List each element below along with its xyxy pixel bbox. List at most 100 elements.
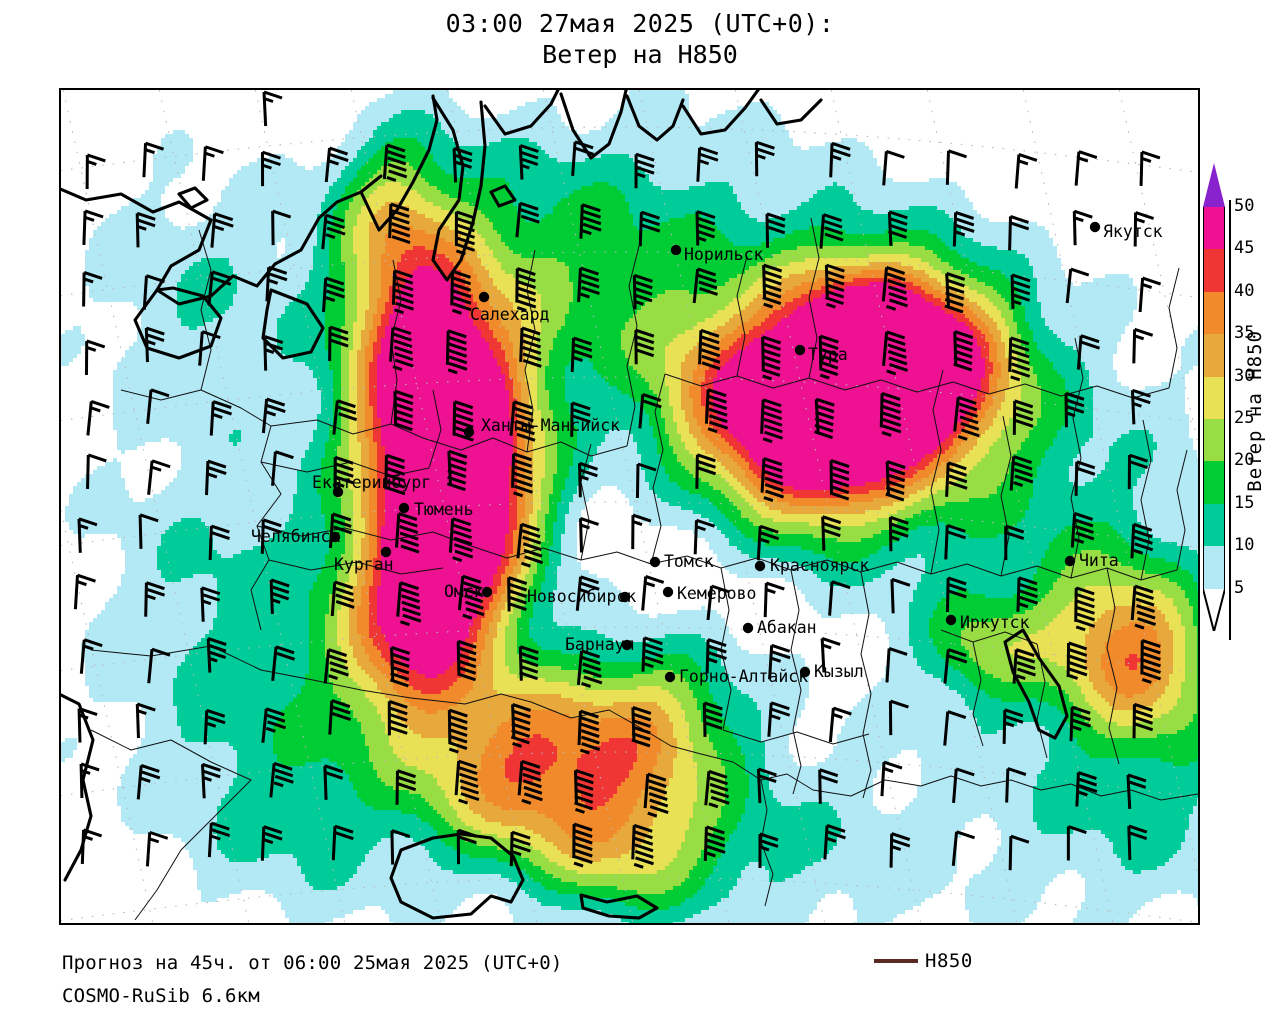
colorbar-tick-20: 20 [1234,450,1255,471]
city-marker [799,666,811,678]
city-label: Красноярск [770,556,869,575]
wind-barb [829,141,851,178]
wind-barb [765,212,786,248]
wind-barb [1074,460,1096,496]
city-label: Горно-Алтайск [679,667,808,686]
wind-barb [944,272,966,314]
city-16: Иркутск [945,613,1030,632]
admin-border-30 [880,379,1170,399]
colorbar-tick-50: 50 [1234,196,1255,216]
wind-barb [944,523,966,560]
coastline-8 [759,98,823,126]
admin-border-24 [1070,337,1084,579]
wind-barb [579,203,602,239]
city-marker [621,639,633,651]
wind-barb [695,453,717,489]
wind-barb [324,146,349,183]
wind-barb [704,388,729,434]
colorbar-axis [1229,200,1231,640]
wind-barb [814,397,835,440]
wind-barb [452,400,474,442]
city-label: Тура [808,345,848,364]
wind-barb [577,266,600,303]
fill-band-15 [273,138,1198,910]
admin-border-31 [722,729,870,745]
wind-barb [1139,150,1161,186]
wind-barb [1130,522,1154,559]
wind-barb [1130,388,1151,425]
wind-barb [395,769,417,805]
wind-barb [457,574,485,620]
admin-border-29 [808,217,820,379]
wind-barb [758,832,779,868]
wind-barb [452,147,473,183]
wind-barb [516,522,544,568]
wind-barb [945,149,967,185]
wind-barb [823,824,846,860]
wind-barb [641,575,665,611]
wind-barb [643,772,669,818]
admin-border-25 [1140,419,1152,581]
title-variable: Ветер на H850 [542,40,738,69]
wind-barb [634,328,655,365]
city-marker [754,560,766,572]
wind-barb [820,637,841,673]
admin-border-1 [90,729,252,921]
city-label: Ханты-Мансийск [481,416,620,435]
city-label: Челябинск [251,527,340,546]
wind-barb [1140,639,1162,684]
coastline-layer [61,90,1069,920]
wind-barb [207,270,232,306]
wind-barb [821,515,842,551]
wind-barb [271,450,294,486]
coastline-6 [625,94,685,142]
wind-barb [450,269,472,315]
wind-barb [262,90,283,127]
coastline-15 [489,184,517,208]
wind-barb [323,764,344,800]
admin-border-33 [862,733,872,799]
admin-border-26 [626,245,640,447]
wind-barb [515,201,540,238]
colorbar-tick-40: 40 [1234,280,1255,301]
city-label: Новосибирск [527,587,636,606]
city-0: Якутск [1089,221,1163,241]
wind-barb [85,153,106,189]
city-label: Кемерово [677,584,756,603]
city-marker [670,244,682,256]
wind-barb [145,830,169,867]
wind-barb [445,329,468,375]
wind-barb [456,639,477,682]
wind-barb [73,573,96,610]
wind-barb [86,400,110,436]
admin-border-28 [736,255,748,377]
wind-barb [517,759,543,805]
page-title: 03:00 27мая 2025 (UTC+0): Ветер на H850 [0,8,1280,70]
city-label: Иркутск [960,613,1030,632]
wind-barb [387,699,408,736]
city-14: Кемерово [662,584,756,603]
city-19: Кызыл [799,662,864,681]
wind-barb [1132,327,1154,364]
wind-barb [454,210,476,256]
map-frame[interactable]: Якутск Норильск Салехард Тура Ханты-Мансийск… [59,88,1200,925]
city-marker [662,586,674,598]
wind-barb [1066,641,1088,680]
wind-barb [1126,773,1147,809]
wind-barb [1010,273,1031,309]
wind-barb [271,209,292,246]
wind-barb [692,267,718,304]
city-marker [619,591,631,603]
wind-barb [323,648,349,684]
map-canvas[interactable]: Якутск Норильск Салехард Тура Ханты-Мансийск… [61,90,1198,923]
wind-barb [136,763,161,800]
wind-barb [952,211,975,247]
wind-barb [394,512,420,554]
city-marker [463,426,475,438]
city-marker [380,546,392,558]
colorbar-band-25-30 [1203,376,1225,419]
wind-barb [575,575,600,611]
coastline-1 [133,286,223,360]
wind-barb [763,581,785,618]
wind-barb [389,646,411,688]
